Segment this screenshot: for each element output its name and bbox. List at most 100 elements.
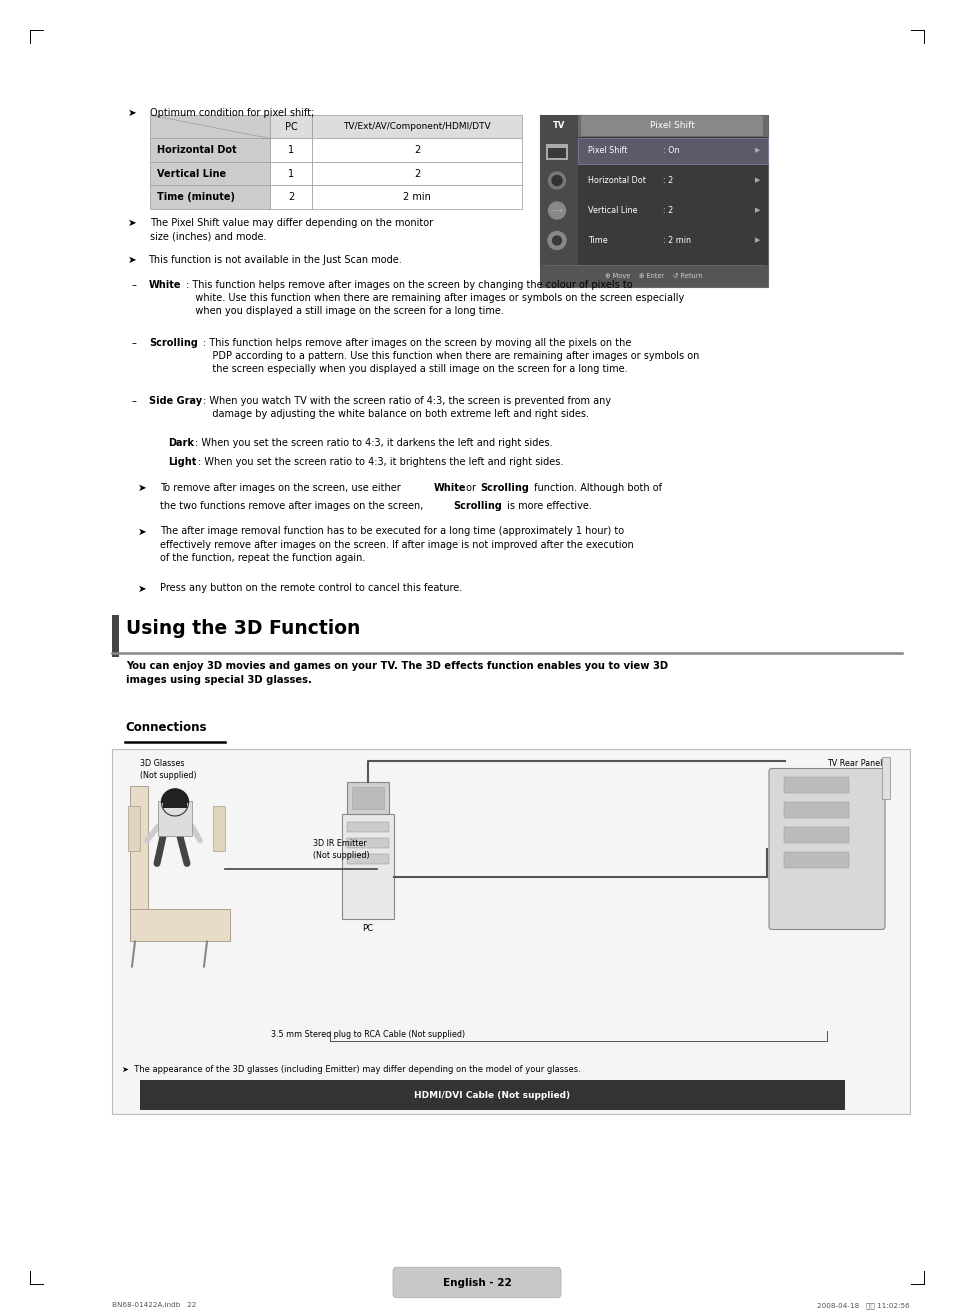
Text: the two functions remove after images on the screen,: the two functions remove after images on… bbox=[160, 502, 426, 511]
Text: or: or bbox=[462, 484, 478, 493]
Bar bbox=[312, 116, 521, 138]
Text: Press any button on the remote control to cancel this feature.: Press any button on the remote control t… bbox=[160, 583, 462, 594]
Bar bbox=[352, 787, 384, 809]
Text: ▶: ▶ bbox=[754, 238, 760, 243]
Bar bbox=[312, 162, 521, 185]
Bar bbox=[539, 116, 767, 137]
Text: White: White bbox=[149, 280, 181, 290]
Text: Horizontal Dot: Horizontal Dot bbox=[157, 146, 236, 155]
Bar bbox=[270, 162, 312, 185]
Circle shape bbox=[548, 172, 565, 189]
Text: HDMI/DVI Cable (Not supplied): HDMI/DVI Cable (Not supplied) bbox=[414, 1091, 570, 1100]
Text: ➤: ➤ bbox=[128, 108, 136, 118]
Text: Time: Time bbox=[587, 237, 607, 244]
Text: 1: 1 bbox=[288, 146, 294, 155]
Bar bbox=[140, 1080, 844, 1110]
Bar bbox=[341, 815, 394, 920]
Bar bbox=[270, 116, 312, 138]
Bar bbox=[150, 138, 270, 162]
Text: : This function helps remove after images on the screen by moving all the pixels: : This function helps remove after image… bbox=[203, 338, 699, 374]
Text: Scrolling: Scrolling bbox=[149, 338, 197, 348]
Bar bbox=[163, 802, 187, 808]
Bar bbox=[347, 823, 389, 833]
Text: ➤: ➤ bbox=[138, 527, 147, 536]
Text: Vertical Line: Vertical Line bbox=[587, 206, 637, 215]
Text: Optimum condition for pixel shift;: Optimum condition for pixel shift; bbox=[150, 108, 314, 118]
Bar bbox=[783, 853, 848, 869]
Bar bbox=[158, 802, 192, 837]
Text: : On: : On bbox=[662, 146, 679, 155]
Bar bbox=[347, 854, 389, 865]
Text: PC: PC bbox=[362, 925, 374, 933]
Text: ⊕ Move    ⊕ Enter    ↺ Return: ⊕ Move ⊕ Enter ↺ Return bbox=[604, 273, 702, 279]
Text: BN68-01422A.indb   22: BN68-01422A.indb 22 bbox=[112, 1302, 196, 1307]
Text: ➤: ➤ bbox=[138, 583, 147, 594]
Bar bbox=[539, 265, 767, 286]
Text: The Pixel Shift value may differ depending on the monitor
size (inches) and mode: The Pixel Shift value may differ dependi… bbox=[150, 218, 433, 242]
Circle shape bbox=[548, 202, 565, 219]
Bar bbox=[545, 143, 567, 159]
Text: ▶: ▶ bbox=[754, 208, 760, 213]
Bar bbox=[347, 838, 389, 849]
Text: function. Although both of: function. Although both of bbox=[531, 484, 661, 493]
Text: ➤: ➤ bbox=[128, 255, 136, 265]
Text: : When you set the screen ratio to 4:3, it brightens the left and right sides.: : When you set the screen ratio to 4:3, … bbox=[198, 457, 563, 466]
Text: ▶: ▶ bbox=[754, 177, 760, 184]
Text: 3D Glasses
(Not supplied): 3D Glasses (Not supplied) bbox=[140, 759, 196, 779]
Bar bbox=[882, 757, 889, 799]
Text: ▶: ▶ bbox=[754, 147, 760, 154]
Text: 2: 2 bbox=[414, 168, 419, 179]
Bar bbox=[150, 185, 270, 209]
Text: You can enjoy 3D movies and games on your TV. The 3D effects function enables yo: You can enjoy 3D movies and games on you… bbox=[126, 661, 667, 686]
Bar bbox=[128, 807, 140, 851]
Text: English - 22: English - 22 bbox=[442, 1277, 511, 1288]
Circle shape bbox=[552, 176, 561, 185]
Text: : When you watch TV with the screen ratio of 4:3, the screen is prevented from a: : When you watch TV with the screen rati… bbox=[203, 396, 611, 419]
Bar bbox=[130, 787, 148, 912]
Bar bbox=[547, 147, 565, 158]
Text: –: – bbox=[132, 280, 136, 290]
Text: Connections: Connections bbox=[125, 721, 206, 735]
Text: TV/Ext/AV/Component/HDMI/DTV: TV/Ext/AV/Component/HDMI/DTV bbox=[343, 122, 490, 131]
Bar bbox=[539, 137, 578, 286]
Text: This function is not available in the Just Scan mode.: This function is not available in the Ju… bbox=[148, 255, 401, 265]
Text: : When you set the screen ratio to 4:3, it darkens the left and right sides.: : When you set the screen ratio to 4:3, … bbox=[194, 438, 552, 448]
Text: 3D IR Emitter
(Not supplied): 3D IR Emitter (Not supplied) bbox=[313, 840, 369, 859]
Text: To remove after images on the screen, use either: To remove after images on the screen, us… bbox=[160, 484, 403, 493]
Circle shape bbox=[552, 237, 561, 244]
Bar bbox=[270, 138, 312, 162]
Text: ➤  The appearance of the 3D glasses (including Emitter) may differ depending on : ➤ The appearance of the 3D glasses (incl… bbox=[122, 1066, 580, 1075]
Bar bbox=[130, 909, 230, 942]
Text: 2008-04-18   오전 11:02:56: 2008-04-18 오전 11:02:56 bbox=[817, 1302, 909, 1309]
Text: 1: 1 bbox=[288, 168, 294, 179]
Circle shape bbox=[547, 231, 565, 250]
Text: PC: PC bbox=[284, 122, 297, 131]
Text: : This function helps remove after images on the screen by changing the colour o: : This function helps remove after image… bbox=[186, 280, 683, 317]
Text: is more effective.: is more effective. bbox=[503, 502, 591, 511]
Wedge shape bbox=[161, 788, 189, 803]
Bar bbox=[347, 783, 389, 815]
Circle shape bbox=[161, 788, 189, 816]
Text: 2 min: 2 min bbox=[402, 192, 431, 202]
Text: The after image removal function has to be executed for a long time (approximate: The after image removal function has to … bbox=[160, 527, 633, 562]
FancyBboxPatch shape bbox=[580, 116, 762, 137]
FancyArrowPatch shape bbox=[550, 209, 562, 212]
Text: White: White bbox=[434, 484, 466, 493]
Bar bbox=[312, 138, 521, 162]
Text: 2: 2 bbox=[414, 146, 419, 155]
FancyBboxPatch shape bbox=[768, 769, 884, 929]
Text: Pixel Shift: Pixel Shift bbox=[587, 146, 627, 155]
Text: Time (minute): Time (minute) bbox=[157, 192, 234, 202]
Bar bbox=[539, 116, 578, 137]
Text: : 2: : 2 bbox=[662, 176, 673, 185]
Bar bbox=[112, 615, 118, 657]
Text: 3.5 mm Stereo plug to RCA Cable (Not supplied): 3.5 mm Stereo plug to RCA Cable (Not sup… bbox=[271, 1030, 464, 1039]
Text: 2: 2 bbox=[288, 192, 294, 202]
Text: TV: TV bbox=[552, 121, 564, 130]
Bar bbox=[312, 185, 521, 209]
Text: Dark: Dark bbox=[168, 438, 193, 448]
Text: –: – bbox=[132, 338, 136, 348]
Bar bbox=[783, 803, 848, 819]
Text: Using the 3D Function: Using the 3D Function bbox=[126, 619, 360, 639]
Bar bbox=[213, 807, 225, 851]
